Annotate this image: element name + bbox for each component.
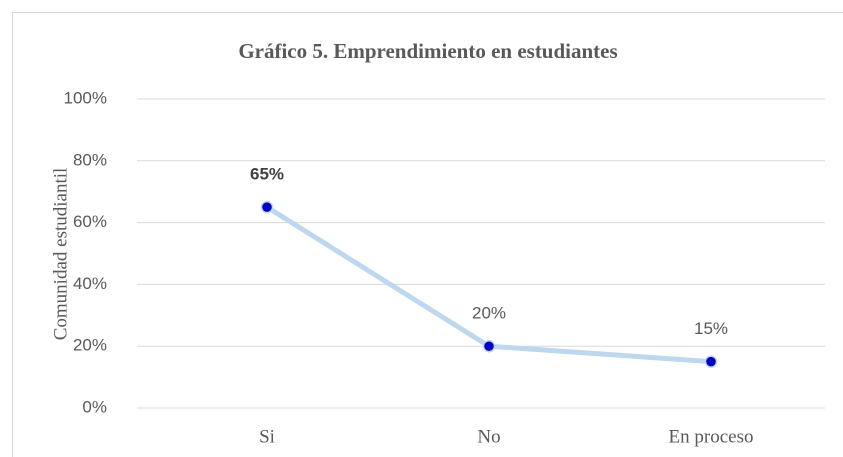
data-label: 15% xyxy=(694,319,728,338)
x-tick-label: Si xyxy=(259,426,275,447)
x-tick-label: No xyxy=(477,426,500,447)
y-tick-label: 100% xyxy=(64,88,107,107)
chart-title: Gráfico 5. Emprendimiento en estudiantes xyxy=(238,39,617,63)
marker xyxy=(482,339,496,353)
y-axis-label: Comunidad estudiantil xyxy=(50,168,71,341)
data-label: 20% xyxy=(472,304,506,323)
marker xyxy=(704,355,718,368)
data-label: 65% xyxy=(250,165,284,184)
y-tick-label: 60% xyxy=(73,212,107,231)
y-tick-label: 0% xyxy=(82,397,107,416)
y-tick-label: 80% xyxy=(73,150,107,169)
marker xyxy=(260,200,274,214)
y-tick-label: 40% xyxy=(73,274,107,293)
x-tick-label: En proceso xyxy=(669,426,754,447)
chart-border xyxy=(12,12,843,457)
y-tick-label: 20% xyxy=(73,336,107,355)
